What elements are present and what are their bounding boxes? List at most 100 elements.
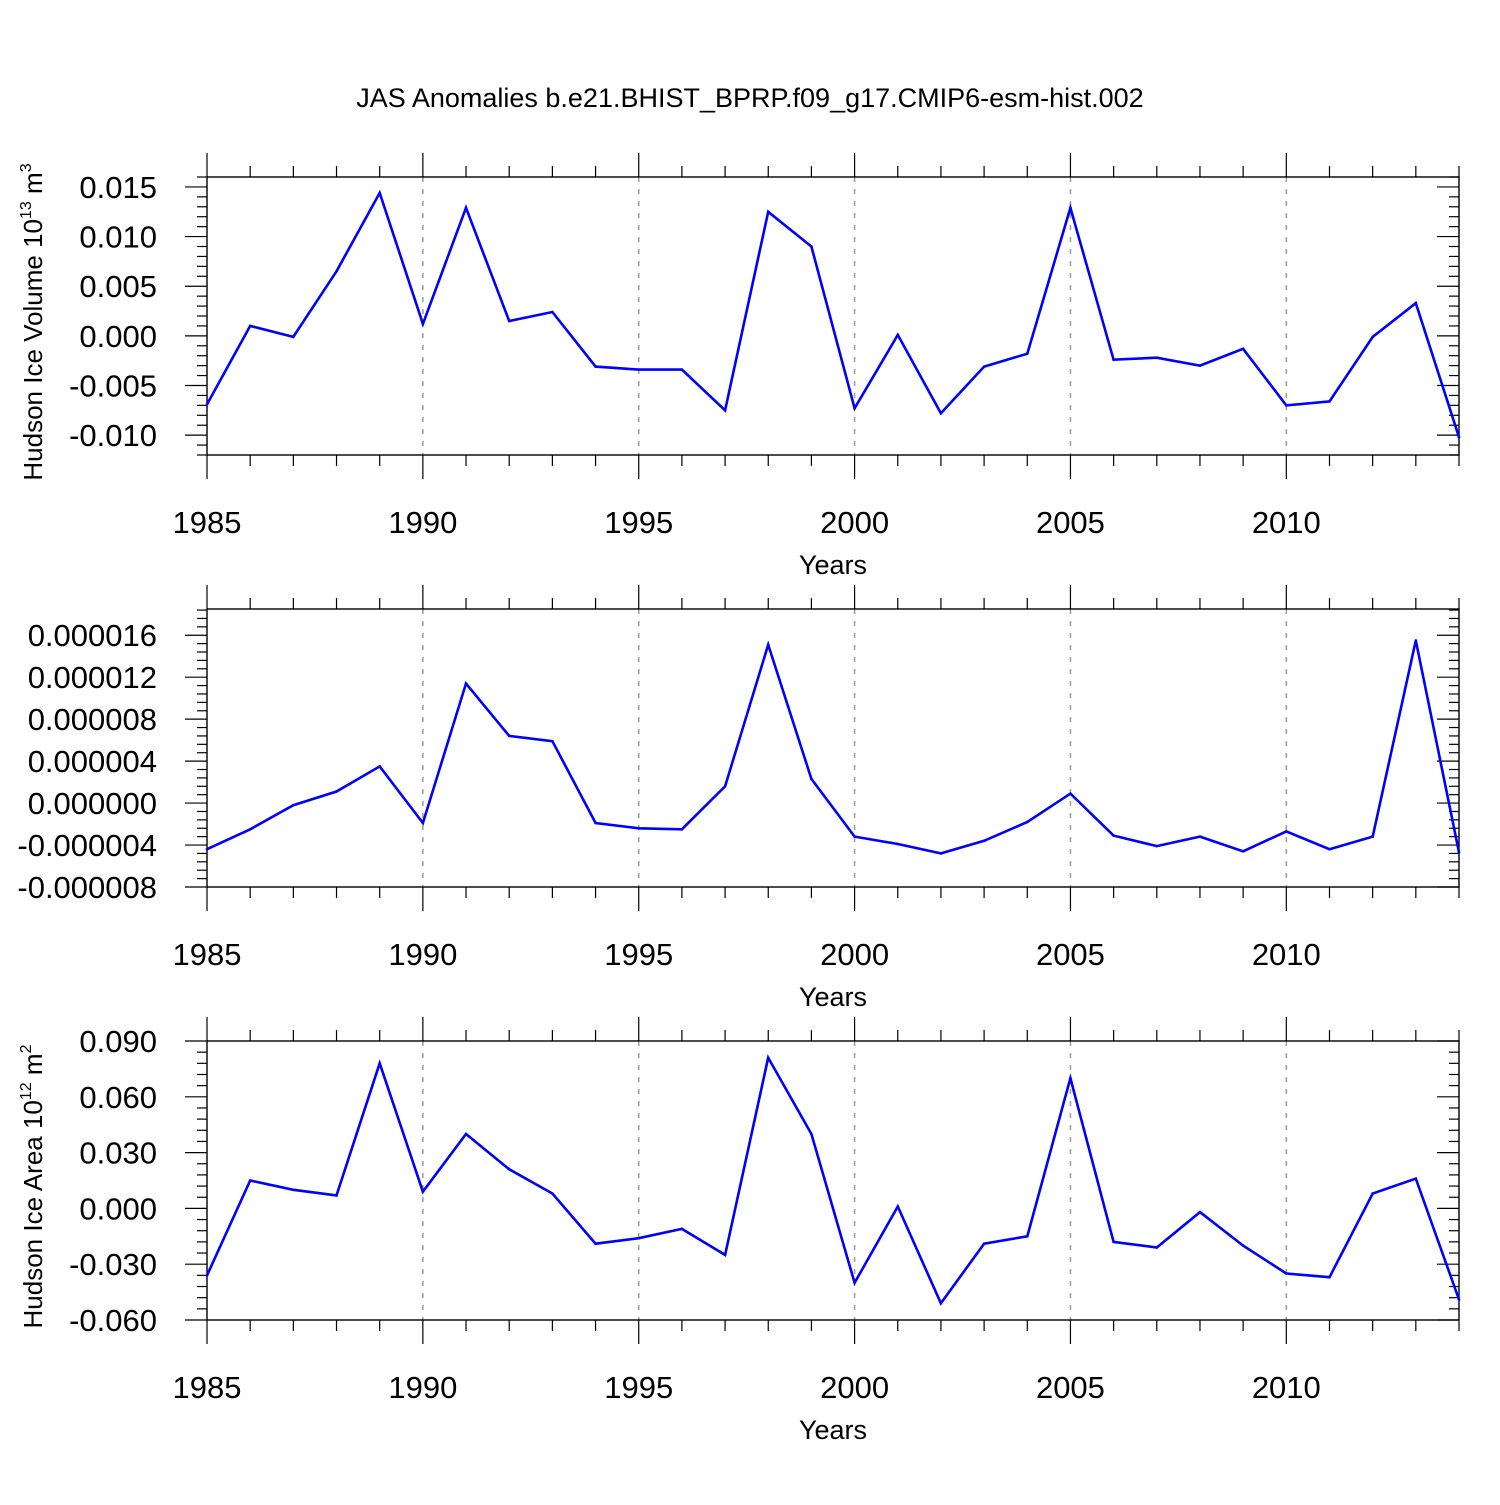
panel-3-ytick-label-0: -0.060 [69,1303,157,1338]
panel-2-point-1988 [335,790,338,793]
panel-1: -0.010 -0.005 0.000 0.005 0.010 0.015 1985 1990… [18,153,1461,580]
panel-1-point-2014 [1457,435,1461,439]
panel-3-yaxis-label-unit: m [18,1053,48,1082]
panel-2-xtick-label-1: 1990 [388,937,457,972]
panel-1-point-1996 [680,368,684,371]
panel-3-xtick-label-1: 1990 [388,1370,457,1405]
panel-1-point-1998 [766,210,770,214]
panel-3-point-1994 [594,1242,597,1246]
panel-1-ytick-label-0: -0.010 [69,418,157,453]
panel-3-point-1999 [810,1132,813,1136]
panel-3-xtick-label-0: 1985 [173,1370,242,1405]
panel-3-xtick-label-2: 1995 [604,1370,673,1405]
panel-3-point-2007 [1155,1246,1159,1249]
panel-1-ytick-label-3: 0.005 [79,269,157,304]
panel-2-point-1996 [680,828,684,831]
panel-3-point-1995 [637,1236,641,1240]
panel-1-xtick-label-5: 2010 [1252,505,1321,540]
panel-1-ytick-label-2: 0.000 [79,319,157,354]
panel-3-ytick-label-5: 0.090 [79,1024,157,1059]
panel-1-point-2012 [1371,335,1374,339]
panel-3-point-2014 [1457,1298,1461,1301]
panel-3-point-2002 [939,1301,943,1305]
panel-1-point-1988 [335,270,338,273]
panel-3-xtick-label-5: 2010 [1252,1370,1321,1405]
panel-2-point-1985 [205,847,209,851]
panel-2-point-1986 [248,828,252,831]
panel-3-point-2012 [1371,1192,1374,1195]
panel-1-ytick-label-4: 0.010 [79,220,157,255]
panel-1-plot-frame [206,176,1460,456]
panel-1-point-1987 [292,335,295,339]
panel-3-point-2010 [1285,1272,1288,1275]
panel-3-point-2003 [982,1242,986,1246]
panel-3-series-line [205,1054,1461,1306]
panel-2-ytick-label-1: -0.000004 [17,828,157,863]
panel-2-point-2003 [982,839,986,843]
panel-2-point-2000 [853,835,856,838]
panel-1-point-2008 [1198,364,1202,367]
panel-1-point-1994 [594,365,597,368]
panel-2-point-1994 [594,821,597,825]
panel-3-ytick-label-2: 0.000 [79,1191,157,1226]
panel-2-ytick-label-4: 0.000008 [28,702,157,737]
panel-2-xtick-label-2: 1995 [604,937,673,972]
panel-1-yaxis-label-name: Hudson Ice Volume 10 [18,219,48,481]
panel-3-ytick-label-4: 0.060 [79,1080,157,1115]
panel-2-point-1997 [723,784,727,788]
panel-2-point-2001 [896,842,900,846]
panel-2: -0.000008 -0.000004 0.000000 0.000004 0.0000… [17,585,1461,1012]
panel-1-point-2004 [1025,352,1029,356]
panel-2-plot-frame [206,608,1460,888]
panel-3-point-2013 [1414,1177,1418,1180]
panel-1-series-line [205,189,1461,438]
panel-2-point-1989 [378,765,381,768]
panel-1-point-2007 [1155,356,1159,360]
panel-2-xaxis-label: Years [799,982,867,1012]
panel-2-ytick-label-2: 0.000000 [28,786,157,821]
panel-2-ytick-label-6: 0.000016 [28,618,157,653]
panel-3-point-1986 [248,1179,252,1182]
panel-1-yaxis-label-unit: m [18,172,48,201]
panel-3-plot-frame [206,1040,1460,1321]
panel-2-point-1993 [551,739,554,743]
panel-1-point-1992 [507,319,511,323]
panel-2-point-2005 [1069,792,1072,795]
panel-2-point-2008 [1198,835,1202,838]
panel-3-point-1989 [378,1062,381,1065]
panel-3-yaxis-label-name: Hudson Ice Area 10 [18,1100,48,1328]
panel-1-xtick-label-0: 1985 [173,505,242,540]
panel-3-xtick-label-4: 2005 [1036,1370,1105,1405]
panel-2-point-2010 [1285,830,1288,833]
panel-3-yaxis-label-unit-exp: 2 [18,1044,35,1053]
panel-1-ytick-label-1: -0.005 [69,369,157,404]
panel-1-xtick-label-4: 2005 [1036,505,1105,540]
panel-1-point-2009 [1241,347,1245,351]
panel-1-point-1989 [378,191,381,195]
panel-3-point-2005 [1069,1076,1072,1080]
panel-3-point-2011 [1328,1275,1331,1279]
panel-1-point-2006 [1112,358,1115,361]
panel-3-yaxis-label: Hudson Ice Area 1012 m2 [18,1044,48,1328]
panel-2-point-2002 [939,852,943,855]
panel-1-point-2002 [939,412,943,415]
panel-3-point-2008 [1198,1210,1202,1214]
panel-1-point-1995 [637,368,641,371]
panel-3-yaxis-label-exp: 12 [18,1082,35,1100]
panel-3-point-1993 [551,1192,554,1195]
panel-2-point-1995 [637,826,641,830]
panel-2-xtick-label-4: 2005 [1036,937,1105,972]
panel-3-point-2009 [1241,1244,1245,1247]
panel-1-point-1985 [205,403,209,406]
panel-2-point-1998 [766,643,770,646]
panel-3-point-1998 [766,1056,770,1060]
panel-2-xtick-label-0: 1985 [173,937,242,972]
panel-1-point-1991 [464,206,468,210]
panel-2-ytick-label-3: 0.000004 [28,744,157,779]
panel-3-ytick-label-3: 0.030 [79,1136,157,1171]
panel-3-point-2006 [1112,1240,1115,1244]
panel-3-point-1990 [421,1190,425,1193]
chart-title: JAS Anomalies b.e21.BHIST_BPRP.f09_g17.C… [356,83,1143,113]
